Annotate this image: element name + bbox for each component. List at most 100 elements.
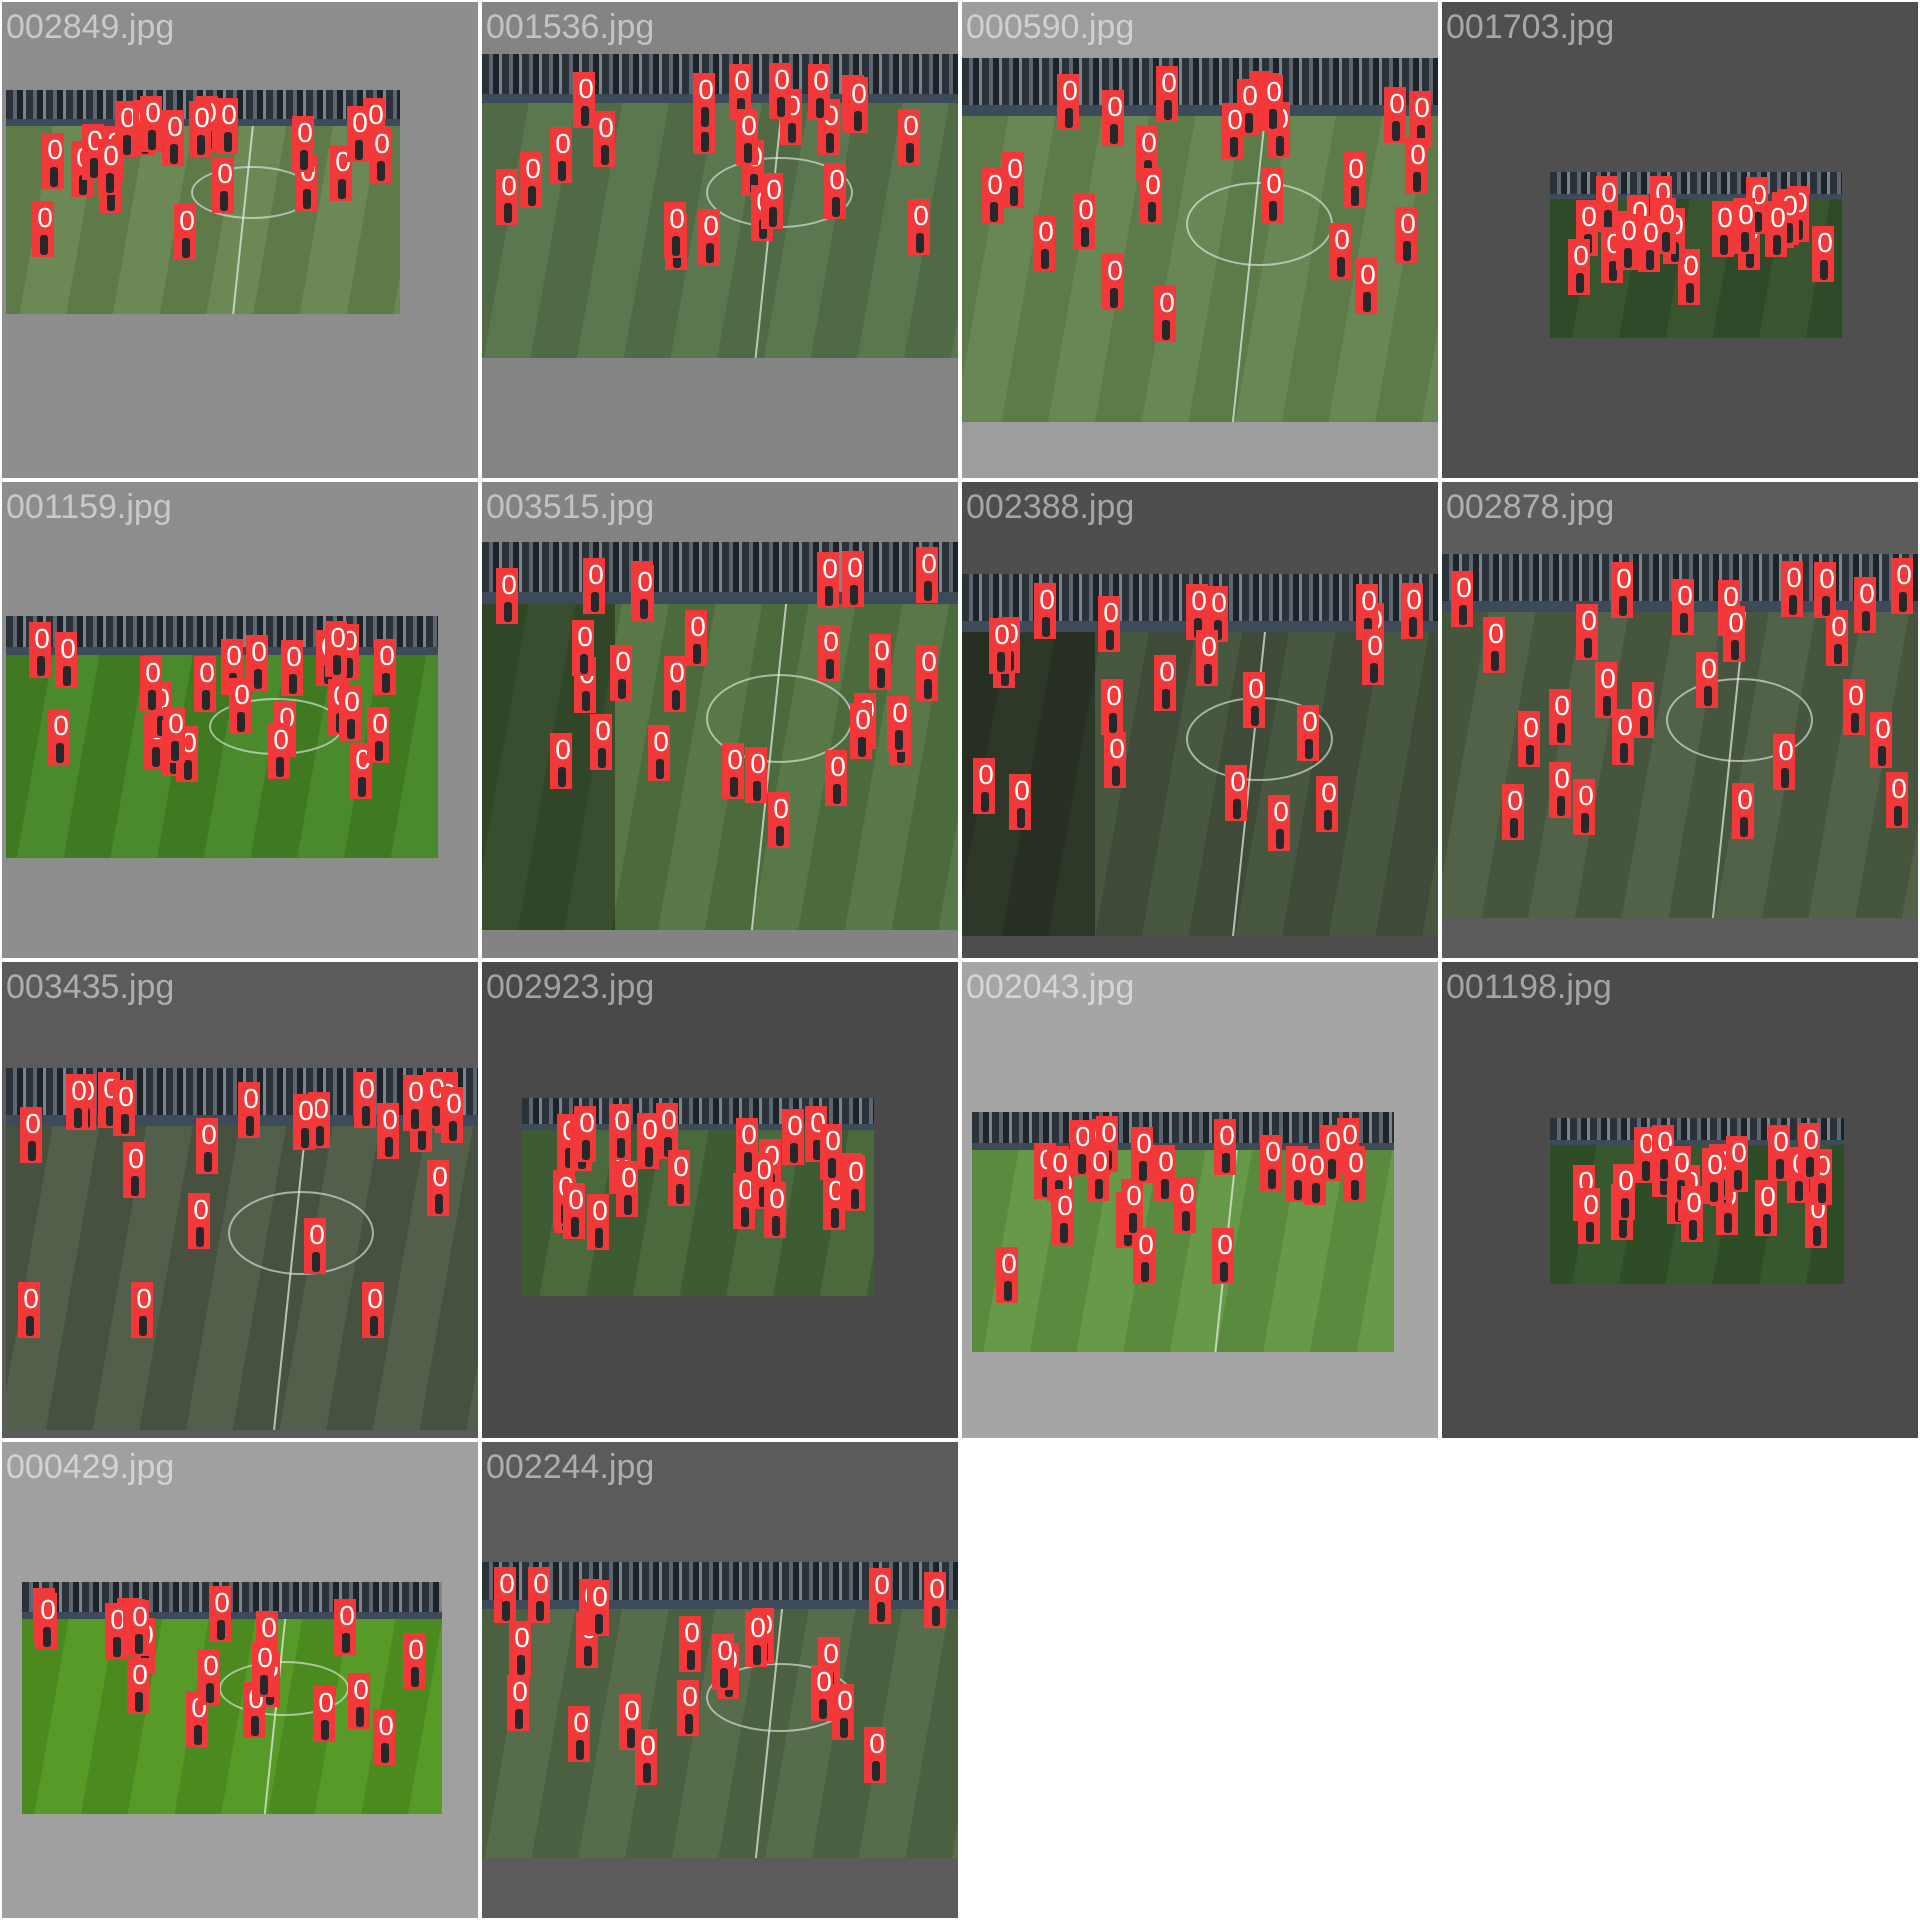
detection-box: 0: [374, 639, 396, 695]
detection-box: 0: [1652, 1125, 1674, 1181]
player-figure: [1162, 689, 1170, 709]
player-figure: [1324, 810, 1332, 830]
player-figure: [289, 674, 297, 694]
detection-box: 0: [1702, 1148, 1724, 1204]
detection-class-label: 0: [339, 1600, 355, 1631]
player-figure: [502, 1601, 510, 1621]
player-figure: [107, 191, 115, 211]
detection-box: 0: [350, 743, 372, 799]
player-figure: [123, 135, 131, 155]
player-figure: [1806, 1157, 1814, 1177]
detection-box: 0: [339, 685, 361, 741]
player-figure: [1604, 210, 1612, 230]
detection-box: 0: [764, 1182, 786, 1238]
detection-class-label: 0: [309, 1219, 325, 1250]
player-figure: [74, 1108, 82, 1128]
detection-box: 0: [887, 696, 909, 752]
player-figure: [1233, 799, 1241, 819]
player-figure: [720, 1668, 728, 1688]
detection-class-label: 0: [71, 1075, 87, 1106]
detection-box: 0: [550, 127, 572, 183]
detection-box: 0: [1052, 1189, 1074, 1245]
player-figure: [90, 158, 98, 178]
detection-box: 0: [1316, 776, 1338, 832]
detection-class-label: 0: [1103, 597, 1119, 628]
detection-class-label: 0: [1145, 169, 1161, 200]
player-figure: [582, 691, 590, 711]
detection-box: 0: [198, 1649, 220, 1705]
detection-box: 0: [846, 77, 868, 133]
detection-class-label: 0: [1266, 168, 1282, 199]
player-figure: [1351, 186, 1359, 206]
detection-box: 0: [916, 645, 938, 701]
player-figure: [1245, 113, 1253, 133]
player-figure: [1276, 829, 1284, 849]
player-figure: [135, 1692, 143, 1712]
detection-box: 0: [1102, 90, 1124, 146]
player-figure: [858, 737, 866, 757]
detection-class-label: 0: [226, 640, 242, 671]
player-figure: [617, 1138, 625, 1158]
detection-class-label: 0: [286, 641, 302, 672]
detection-box: 0: [1773, 734, 1795, 790]
detection-box: 0: [782, 1109, 804, 1165]
detection-box: 0: [685, 610, 707, 666]
detection-class-label: 0: [874, 1569, 890, 1600]
player-figure: [640, 599, 648, 619]
player-figure: [1624, 248, 1632, 268]
detection-class-label: 0: [1161, 67, 1177, 98]
detection-box: 0: [507, 1675, 529, 1731]
detection-class-label: 0: [313, 1093, 329, 1124]
player-figure: [1230, 137, 1238, 157]
detection-class-label: 0: [120, 102, 136, 133]
detection-box: 0: [131, 1282, 153, 1338]
detection-box: 0: [55, 632, 77, 688]
player-figure: [1459, 605, 1467, 625]
player-figure: [260, 1675, 268, 1695]
detection-box: 0: [189, 101, 211, 157]
player-figure: [1822, 596, 1830, 616]
player-figure: [753, 781, 761, 801]
player-figure: [50, 167, 58, 187]
player-figure: [113, 1637, 121, 1657]
player-figure: [1095, 1179, 1103, 1199]
player-figure: [321, 1720, 329, 1740]
detection-box: 0: [1781, 561, 1803, 617]
player-figure: [571, 1217, 579, 1237]
player-figure: [358, 777, 366, 797]
detection-box: 0: [377, 1103, 399, 1159]
detection-class-label: 0: [446, 1088, 462, 1119]
player-figure: [582, 1140, 590, 1160]
detection-class-label: 0: [374, 128, 390, 159]
detection-box: 0: [1355, 258, 1377, 314]
player-figure: [40, 235, 48, 255]
detection-class-label: 0: [823, 626, 839, 657]
detection-box: 0: [140, 96, 162, 152]
advertising-board: [522, 1123, 874, 1130]
detection-class-label: 0: [217, 158, 233, 189]
detection-class-label: 0: [1348, 153, 1364, 184]
player-figure: [1276, 136, 1284, 156]
detection-class-label: 0: [1778, 735, 1794, 766]
player-figure: [37, 656, 45, 676]
player-figure: [342, 1633, 350, 1653]
image-tile: 000000000000000000000000002923.jpg: [482, 962, 958, 1438]
detection-class-label: 0: [855, 704, 871, 735]
detection-box: 0: [252, 1641, 274, 1697]
player-figure: [1124, 1226, 1132, 1246]
detection-class-label: 0: [1554, 763, 1570, 794]
player-figure: [1899, 592, 1907, 612]
detection-class-label: 0: [1266, 76, 1282, 107]
player-figure: [1042, 617, 1050, 637]
detection-box: 0: [722, 743, 744, 799]
detection-class-label: 0: [372, 708, 388, 739]
player-figure: [627, 1728, 635, 1748]
detection-box: 0: [733, 1173, 755, 1229]
player-figure: [777, 97, 785, 117]
detection-class-label: 0: [1138, 1229, 1154, 1260]
detection-class-label: 0: [1039, 584, 1055, 615]
detection-class-label: 0: [1683, 250, 1699, 281]
player-figure: [375, 741, 383, 761]
player-figure: [356, 1707, 364, 1727]
detection-box: 0: [1812, 226, 1834, 282]
